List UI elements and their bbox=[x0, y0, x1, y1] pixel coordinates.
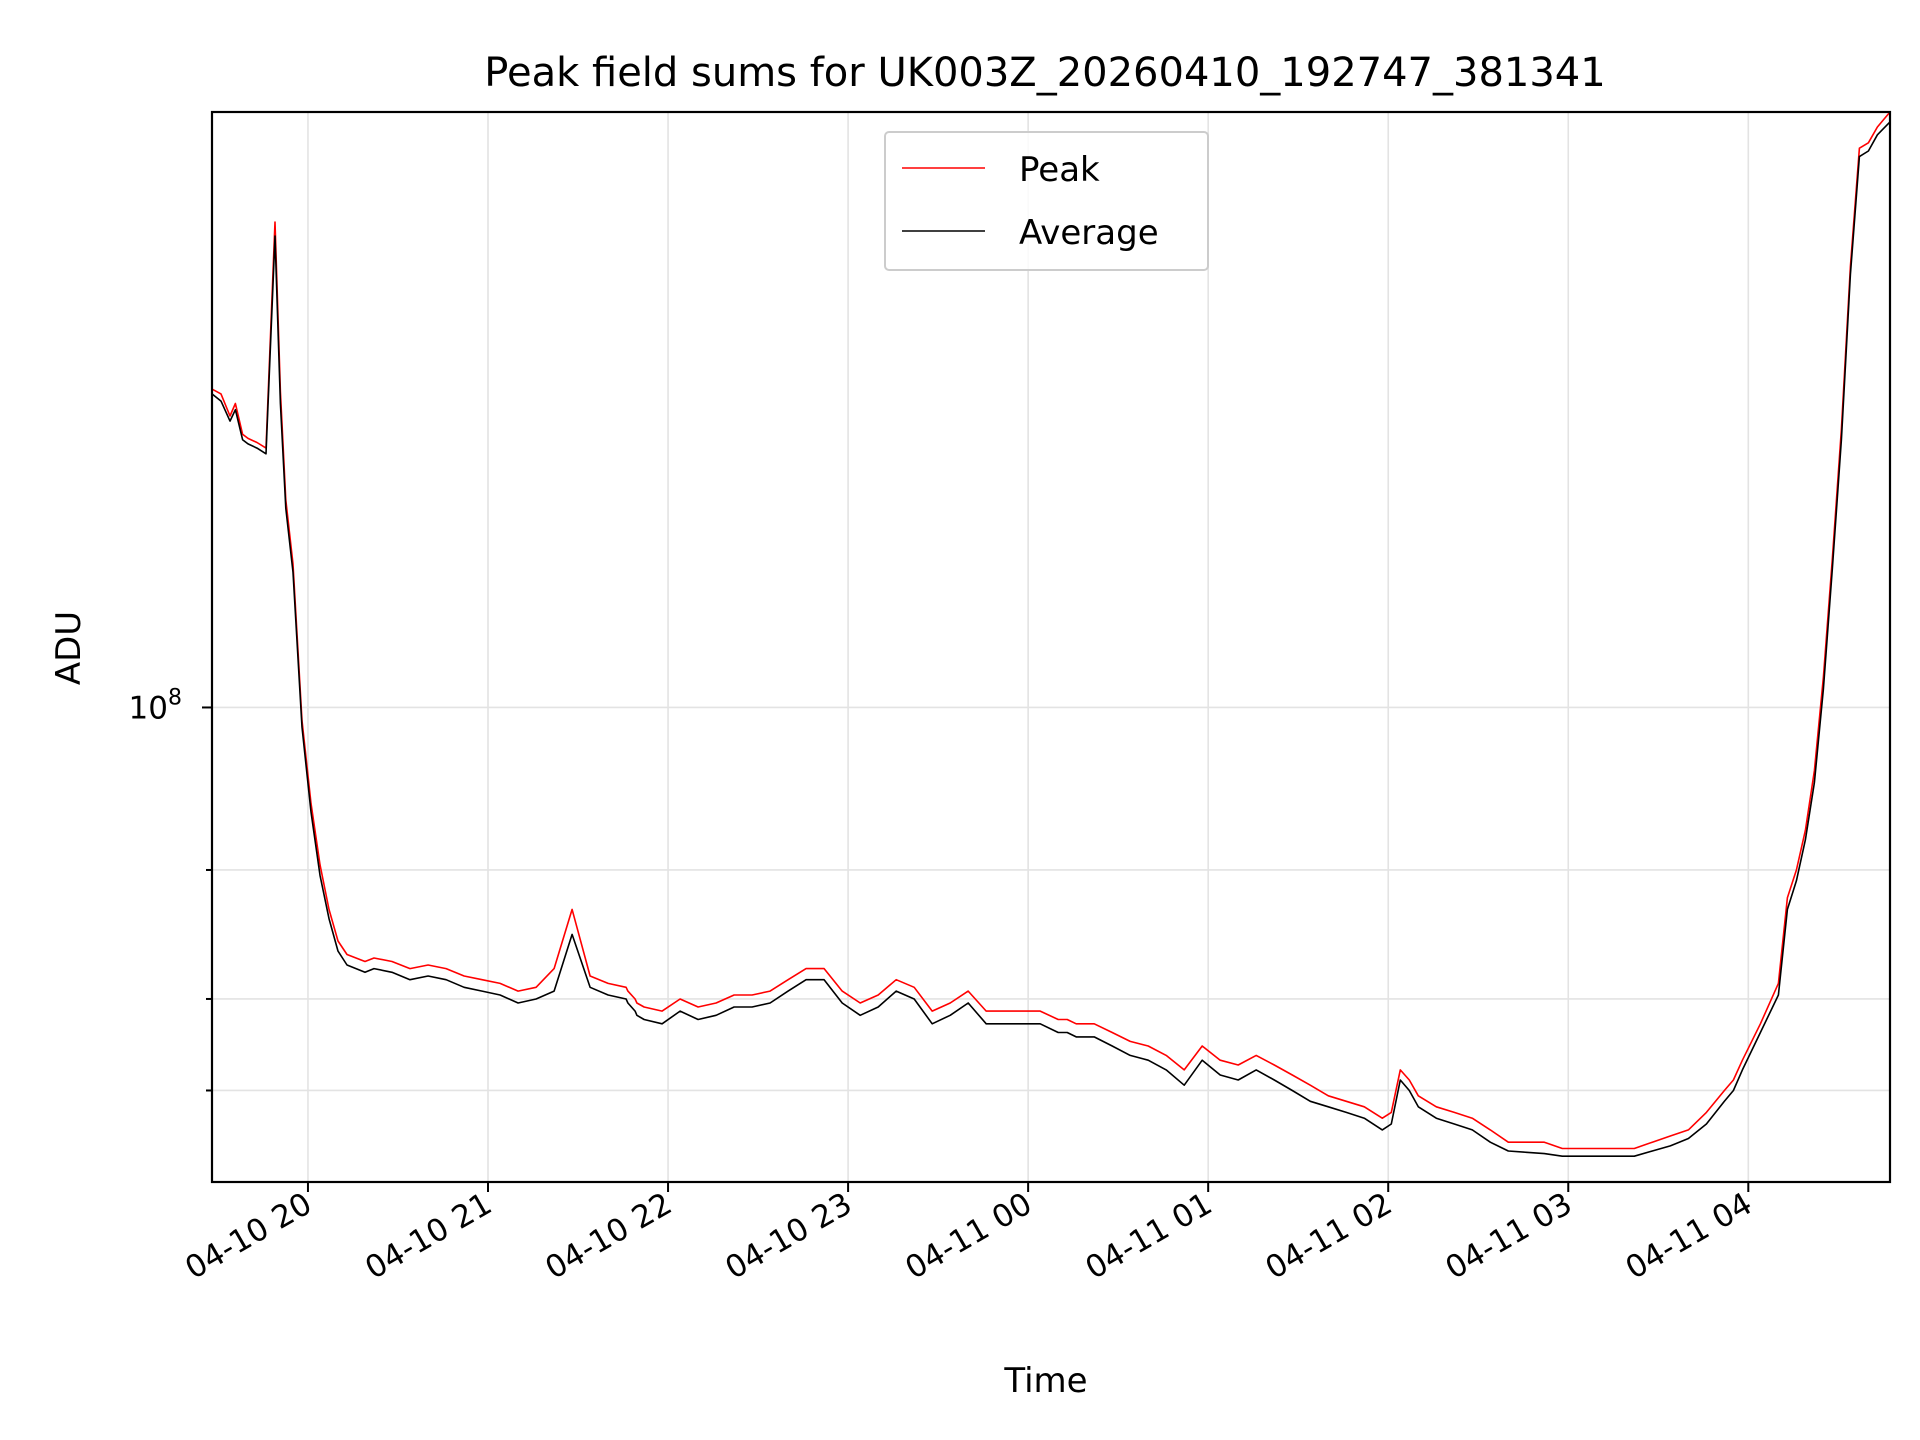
legend-average-label: Average bbox=[1019, 213, 1159, 253]
series-line-average bbox=[211, 121, 1891, 1157]
legend-box bbox=[884, 131, 1209, 271]
series-line-peak bbox=[211, 111, 1891, 1150]
x-axis-label: Time bbox=[1003, 1361, 1087, 1401]
grid-lines bbox=[212, 112, 1890, 1182]
y-axis-label: ADU bbox=[49, 611, 89, 685]
data-series bbox=[211, 111, 1891, 1157]
legend-peak-label: Peak bbox=[1019, 150, 1100, 190]
y-tick-label: 108 bbox=[129, 685, 182, 726]
chart-title: Peak field sums for UK003Z_20260410_1927… bbox=[484, 50, 1605, 96]
plot-area bbox=[212, 112, 1890, 1182]
plot-frame bbox=[210, 110, 1892, 1184]
legend: Peak Average bbox=[884, 131, 1209, 271]
